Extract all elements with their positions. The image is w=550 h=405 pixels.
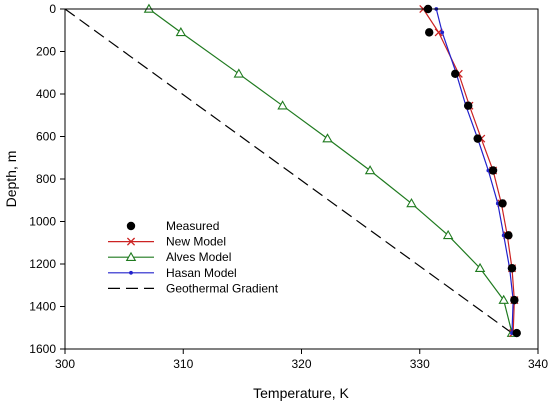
y-tick-label: 200 <box>36 45 56 59</box>
measured-point <box>488 166 498 175</box>
y-tick-label: 1600 <box>29 342 56 356</box>
measured-point <box>507 264 517 273</box>
y-tick-label: 0 <box>49 2 56 16</box>
x-tick-label: 340 <box>528 357 548 371</box>
alves-model-point <box>175 26 187 37</box>
legend-item-hasan-model: Hasan Model <box>108 266 237 280</box>
series-line-geothermal-gradient <box>64 8 513 334</box>
legend-item-alves-model: Alves Model <box>108 250 231 264</box>
series-line-new-model <box>422 8 515 334</box>
measured-point <box>498 199 507 208</box>
y-tick-label: 1200 <box>29 257 56 271</box>
alves-model-point <box>233 68 245 78</box>
legend-marker <box>126 237 136 246</box>
legend-marker <box>126 221 136 231</box>
legend-item-geothermal-gradient: Geothermal Gradient <box>108 281 279 295</box>
y-tick-label: 400 <box>36 87 56 101</box>
alves-model-point <box>406 198 417 208</box>
x-axis-title: Temperature, K <box>253 385 349 401</box>
series-line-hasan-model <box>435 8 514 334</box>
x-tick-label: 320 <box>291 357 311 371</box>
x-axis: 300 310 320 330 340 <box>55 349 548 371</box>
alves-model-point <box>364 165 376 175</box>
x-tick-label: 300 <box>55 357 75 371</box>
legend-item-measured: Measured <box>126 219 219 233</box>
measured-point <box>510 295 519 305</box>
legend-marker <box>129 270 133 275</box>
alves-model-point <box>322 133 333 143</box>
y-tick-label: 1400 <box>29 300 56 314</box>
y-axis-title: Depth, m <box>3 151 19 208</box>
series-new-model <box>419 4 519 338</box>
measured-point <box>451 69 460 79</box>
y-axis: 0 200 400 600 800 1000 1200 1400 1600 <box>29 2 65 356</box>
measured-point <box>512 328 521 338</box>
measured-point <box>504 231 513 240</box>
alves-model-point <box>143 3 155 13</box>
y-tick-label: 600 <box>36 130 56 144</box>
measured-point <box>473 134 482 143</box>
x-tick-label: 310 <box>173 357 193 371</box>
series-measured <box>423 4 521 338</box>
measured-point <box>464 101 473 110</box>
legend-label: New Model <box>166 235 226 249</box>
legend-item-new-model: New Model <box>108 235 226 249</box>
measured-point <box>425 28 434 37</box>
plot-marks <box>64 3 521 338</box>
x-tick-label: 330 <box>410 357 430 371</box>
alves-model-point <box>442 229 454 240</box>
alves-model-point <box>474 262 486 273</box>
legend-label: Hasan Model <box>166 266 237 280</box>
series-geothermal-gradient <box>64 8 513 334</box>
legend-label: Alves Model <box>166 250 231 264</box>
y-tick-label: 800 <box>36 172 56 186</box>
alves-model-point <box>498 294 509 304</box>
y-tick-label: 1000 <box>29 215 56 229</box>
alves-model-point <box>277 100 288 110</box>
hasan-model-point <box>440 30 445 35</box>
legend-label: Measured <box>166 219 219 233</box>
legend-marker <box>125 251 137 261</box>
plot-frame <box>64 8 539 350</box>
legend-label: Geothermal Gradient <box>166 281 279 295</box>
